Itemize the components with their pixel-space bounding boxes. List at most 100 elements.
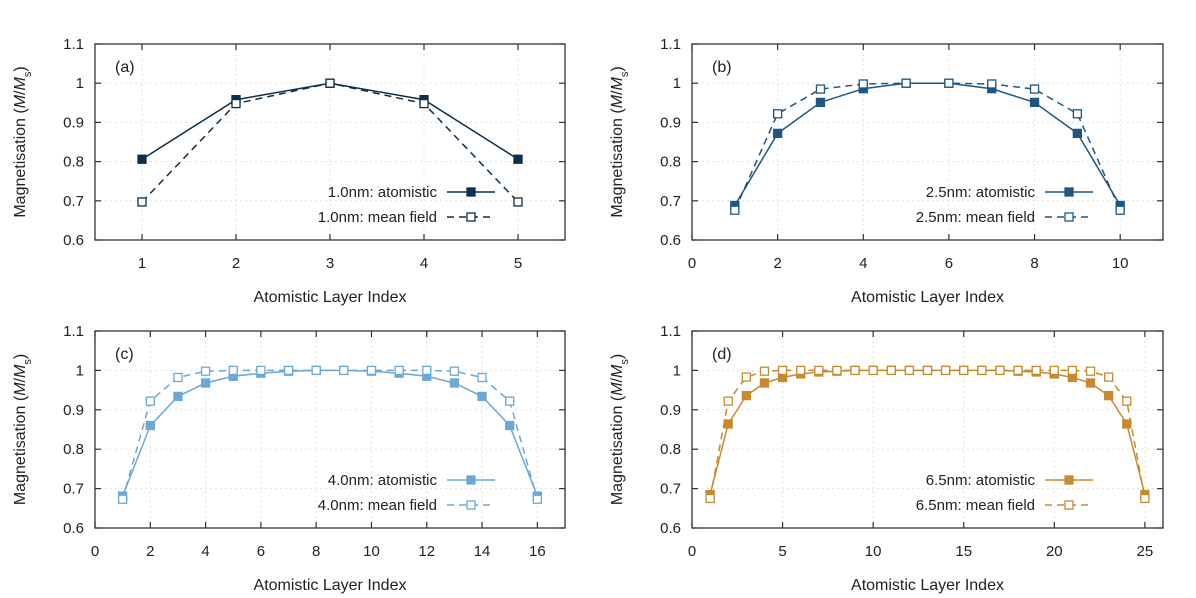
panel-label: (c): [115, 346, 134, 363]
mean-field-point: [868, 365, 878, 376]
x-tick-label: 12: [418, 543, 435, 560]
y-axis-label-part: /: [609, 90, 626, 95]
mean-field-point: [741, 372, 751, 382]
mean-field-point: [1140, 493, 1150, 504]
mean-field-point: [904, 365, 915, 376]
x-tick-label: 1: [138, 255, 146, 272]
mean-field-point: [815, 84, 826, 94]
mean-field-point: [449, 366, 460, 376]
y-tick-label: 0.7: [63, 481, 84, 498]
atomistic-point: [173, 391, 183, 402]
atomistic-point: [772, 128, 783, 139]
mean-field-point: [1013, 365, 1023, 376]
y-tick-label: 0.7: [660, 193, 681, 210]
mean-field-point: [145, 396, 155, 406]
mean-field-point: [422, 365, 432, 376]
y-axis-label: Magnetisation (M/Ms): [12, 354, 34, 505]
x-tick-label: 0: [688, 255, 696, 272]
mean-field-point: [940, 365, 951, 376]
legend-label: 2.5nm: mean field: [916, 209, 1035, 226]
plot-frame: [691, 43, 1164, 241]
legend-swatch-marker: [1064, 212, 1074, 222]
y-axis-label-part: M: [12, 382, 29, 396]
x-tick-label: 8: [312, 543, 320, 560]
mean-field-point: [1122, 396, 1132, 406]
mean-field-point: [987, 79, 997, 89]
atomistic-point: [477, 391, 487, 402]
series-line-2: [121, 369, 539, 500]
mean-field-point: [858, 79, 868, 89]
y-axis-label-part: M: [609, 76, 626, 90]
mean-field-point: [723, 396, 733, 406]
legend-label: 6.5nm: mean field: [916, 497, 1035, 514]
y-axis-label-part: s: [22, 359, 34, 365]
x-axis-label: Atomistic Layer Index: [254, 577, 407, 594]
series-line-1: [734, 82, 1121, 206]
y-axis-label-part: Magnetisation (: [12, 395, 29, 505]
chart-panel-1: 0.6 0.7 0.8 0.9 1 1.1 1 2 3 4 5 Atomistic Layer Ind…: [12, 36, 566, 306]
y-tick-label: 1: [76, 362, 84, 379]
mean-field-point: [256, 365, 266, 376]
y-axis-label-part: /: [12, 90, 29, 95]
mean-field-point: [1031, 365, 1041, 376]
atomistic-point: [815, 97, 826, 108]
x-axis-label: Atomistic Layer Index: [254, 289, 407, 306]
x-tick-label: 10: [865, 543, 882, 560]
y-tick-label: 0.9: [660, 114, 681, 131]
y-axis-label-part: M: [12, 76, 29, 90]
legend-swatch-marker: [1064, 500, 1074, 510]
mean-field-point: [394, 365, 404, 376]
x-tick-label: 16: [529, 543, 546, 560]
mean-field-point: [200, 366, 211, 376]
mean-field-point: [325, 78, 335, 88]
x-tick-label: 2: [146, 543, 154, 560]
mean-field-point: [796, 365, 806, 376]
legend-label: 4.0nm: mean field: [318, 497, 437, 514]
x-tick-label: 4: [420, 255, 428, 272]
y-axis-label: Magnetisation (M/Ms): [609, 354, 631, 505]
mean-field-point: [759, 366, 770, 376]
legend-label: 4.0nm: atomistic: [328, 472, 438, 489]
legend-swatch-marker: [1064, 187, 1074, 197]
chart-panel-2: 0.6 0.7 0.8 0.9 1 1.1 0 2 4 6 8 10 Atomistic Layer I…: [609, 36, 1164, 306]
x-tick-label: 14: [474, 543, 491, 560]
x-tick-label: 6: [257, 543, 265, 560]
mean-field-point: [1085, 366, 1096, 376]
legend-label: 6.5nm: atomistic: [926, 472, 1036, 489]
y-tick-label: 1.1: [660, 323, 681, 340]
y-axis-label-part: Magnetisation (: [609, 395, 626, 505]
atomistic-point: [505, 420, 515, 431]
y-tick-label: 0.7: [63, 193, 84, 210]
y-tick-label: 1: [76, 75, 84, 92]
y-axis-label-part: M: [12, 364, 29, 378]
mean-field-point: [977, 365, 987, 376]
y-tick-label: 0.9: [63, 114, 84, 131]
y-axis-label-part: M: [609, 382, 626, 396]
y-tick-label: 0.8: [63, 154, 84, 171]
legend-swatch-marker: [466, 187, 476, 197]
y-axis-label: Magnetisation (M/Ms): [12, 66, 34, 217]
y-axis-label-part: s: [619, 71, 631, 77]
mean-field-point: [173, 372, 183, 383]
x-tick-label: 4: [201, 543, 209, 560]
mean-field-point: [772, 109, 783, 119]
x-tick-label: 25: [1137, 543, 1154, 560]
y-axis-label-part: M: [12, 94, 29, 108]
atomistic-point: [449, 378, 460, 388]
y-axis-label-part: Magnetisation (: [12, 108, 29, 218]
mean-field-point: [959, 365, 969, 376]
x-tick-label: 5: [778, 543, 786, 560]
x-tick-label: 0: [688, 543, 696, 560]
y-axis-label-part: M: [609, 364, 626, 378]
atomistic-point: [1122, 419, 1132, 429]
y-axis-label-part: /: [609, 377, 626, 382]
mean-field-point: [922, 365, 933, 376]
legend-swatch-marker: [466, 475, 476, 485]
panel-label: (d): [712, 346, 732, 363]
y-axis-label-part: ): [609, 66, 626, 71]
atomistic-point: [513, 154, 523, 164]
y-tick-label: 0.6: [660, 520, 681, 537]
legend-swatch-marker: [466, 500, 476, 510]
legend-swatch-marker: [1064, 475, 1074, 485]
legend-label: 2.5nm: atomistic: [926, 184, 1036, 201]
